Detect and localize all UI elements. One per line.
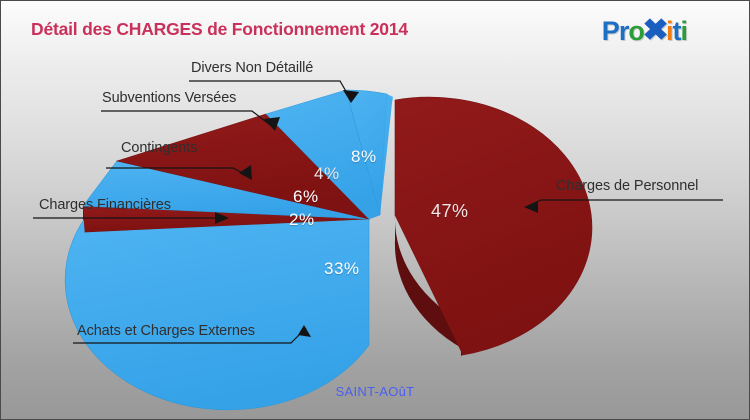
pie-slices	[64, 89, 593, 411]
arrowhead-divers	[343, 90, 359, 103]
slice-value-contingents: 6%	[293, 187, 319, 206]
slice-value-charges-financieres: 2%	[289, 210, 315, 229]
slice-achats-et-charges-externes[interactable]	[64, 214, 370, 411]
slice-divers-body[interactable]	[265, 89, 381, 220]
callout-label-subventions-versees[interactable]: Subventions Versées	[102, 90, 237, 106]
callout-label-charges-financieres[interactable]: Charges Financières	[39, 197, 171, 213]
callout-label-contingents[interactable]: Contingents	[121, 140, 198, 156]
slice-value-subventions-versees: 4%	[314, 164, 340, 183]
arrowhead-contingents	[239, 165, 252, 180]
proxiti-logo[interactable]: Pro✖iti	[601, 13, 688, 48]
slice-value-divers-non-detaille: 8%	[351, 147, 377, 166]
arrowhead-personnel	[524, 201, 538, 213]
arrowhead-achats	[298, 325, 311, 337]
callout-arrowheads	[215, 90, 538, 337]
logo-cross-icon: ✖	[642, 14, 668, 47]
arrowhead-subventions	[264, 117, 280, 131]
slice-value-charges-de-personnel: 47%	[431, 201, 469, 221]
logo-letter-t: t	[672, 16, 681, 46]
leader-subventions	[101, 110, 275, 129]
callout-label-achats-et-charges-externes[interactable]: Achats et Charges Externes	[77, 323, 255, 339]
slice-value-achats-et-charges-externes: 33%	[324, 259, 360, 278]
logo-letter-o: o	[628, 16, 644, 46]
arrowhead-financieres	[215, 212, 229, 224]
logo-letter-i1: i	[665, 16, 673, 46]
logo-letter-i2: i	[680, 16, 687, 46]
logo-letter-r: r	[618, 16, 629, 46]
logo-letter-p: P	[601, 16, 620, 46]
callout-label-charges-de-personnel[interactable]: Charges de Personnel	[556, 178, 699, 194]
chart-subtitle: SAINT-AOûT	[335, 384, 415, 399]
slice-divers-edge	[380, 94, 393, 215]
page-title: Détail des CHARGES de Fonctionnement 201…	[31, 19, 408, 39]
callout-label-divers-non-detaille[interactable]: Divers Non Détaillé	[191, 60, 314, 76]
